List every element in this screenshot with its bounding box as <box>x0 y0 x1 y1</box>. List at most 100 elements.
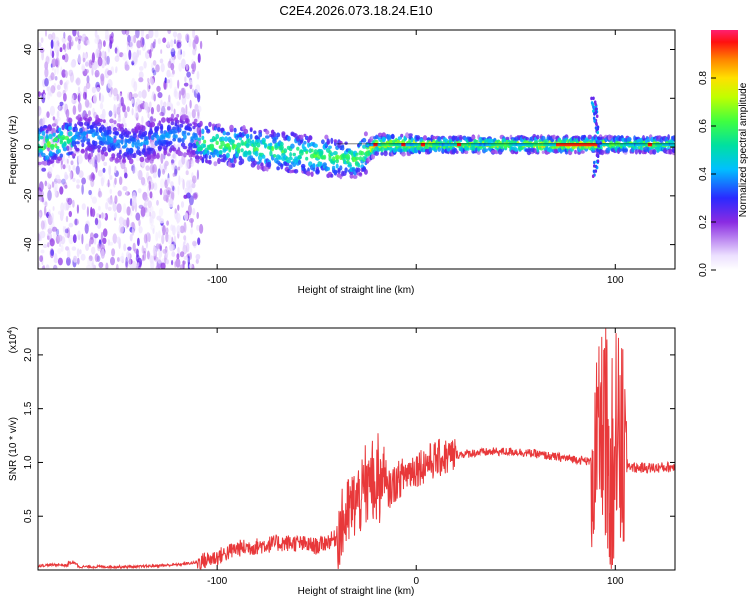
heatmap-cell <box>49 238 55 247</box>
heatmap-cell <box>68 165 71 172</box>
heatmap-cell <box>195 258 199 264</box>
heatmap-cell <box>91 208 96 218</box>
heatmap-cell <box>41 152 46 158</box>
heatmap-cell <box>57 104 63 111</box>
heatmap-cell <box>143 233 148 244</box>
heatmap-cell <box>122 186 128 191</box>
heatmap-cell <box>151 210 156 219</box>
heatmap-cell <box>99 92 101 102</box>
heatmap-cell <box>191 178 196 184</box>
snr-x-axis-label: Height of straight line (km) <box>298 586 415 597</box>
heatmap-cell <box>196 70 200 80</box>
heatmap-cell <box>634 149 639 155</box>
heatmap-cell <box>610 143 613 147</box>
heatmap-cell <box>64 174 69 180</box>
heatmap-cell <box>362 144 367 149</box>
heatmap-cell <box>63 82 67 90</box>
heatmap-cell <box>191 182 196 189</box>
heatmap-cell <box>132 133 137 139</box>
heatmap-cell <box>381 136 386 143</box>
heatmap-cell <box>621 143 624 147</box>
heatmap-cell <box>671 143 674 147</box>
heatmap-cell <box>44 180 48 187</box>
heatmap-cell <box>183 152 187 158</box>
heatmap-cell <box>215 149 219 154</box>
heatmap-cell <box>201 157 205 164</box>
heatmap-cell <box>62 147 67 152</box>
heatmap-cell <box>254 150 259 157</box>
heatmap-cell <box>297 155 302 160</box>
heatmap-cell <box>148 101 152 109</box>
heatmap-cell <box>430 143 433 147</box>
heatmap-cell <box>571 143 574 147</box>
heatmap-cell <box>185 242 190 253</box>
heatmap-cell <box>186 132 191 136</box>
heatmap-cell <box>136 40 142 49</box>
heatmap-cell <box>74 218 78 226</box>
heatmap-cell <box>38 209 43 218</box>
heatmap-cell <box>114 55 120 62</box>
heatmap-cell <box>58 149 61 153</box>
heatmap-cell <box>141 89 147 99</box>
heatmap-cell <box>347 162 352 167</box>
heatmap-cell <box>103 122 109 127</box>
heatmap-cell <box>349 173 354 179</box>
heatmap-cell <box>49 105 56 116</box>
heatmap-cell <box>227 146 232 151</box>
heatmap-cell <box>537 143 540 147</box>
heatmap-cell <box>116 158 121 163</box>
heatmap-cell <box>189 218 194 223</box>
heatmap-cell <box>107 206 112 211</box>
heatmap-cell <box>497 143 500 147</box>
heatmap-cell <box>67 35 72 42</box>
heatmap-cell <box>181 155 186 165</box>
heatmap-cell <box>373 143 376 147</box>
heatmap-cell <box>41 197 45 203</box>
heatmap-cell <box>151 166 156 174</box>
heatmap-cell <box>496 143 498 147</box>
heatmap-cell <box>172 185 175 192</box>
heatmap-cell <box>426 143 429 147</box>
heatmap-cell <box>112 126 118 132</box>
heatmap-cell <box>137 169 143 181</box>
heatmap-cell <box>179 123 184 128</box>
heatmap-cell <box>192 30 196 39</box>
heatmap-cell <box>93 233 99 239</box>
heatmap-cell <box>310 148 314 153</box>
heatmap-cell <box>80 253 86 261</box>
heatmap-cell <box>163 189 169 200</box>
heatmap-cell <box>135 112 139 121</box>
heatmap-cell <box>85 61 89 67</box>
heatmap-cell <box>183 82 189 87</box>
heatmap-cell <box>163 101 167 108</box>
heatmap-cell <box>475 139 479 144</box>
heatmap-cell <box>91 129 96 133</box>
heatmap-cell <box>333 169 338 174</box>
heatmap-cell <box>267 161 272 168</box>
heatmap-cell <box>91 246 96 255</box>
heatmap-cell <box>450 143 452 147</box>
heatmap-cell <box>140 141 144 146</box>
heatmap-cell <box>471 143 473 147</box>
heatmap-cell <box>184 76 187 83</box>
heatmap-cell <box>376 143 378 147</box>
heatmap-cell <box>125 190 128 196</box>
heatmap-cell <box>171 244 175 252</box>
heatmap-cell <box>120 161 126 170</box>
heatmap-cell <box>380 147 384 153</box>
heatmap-cell <box>518 143 521 147</box>
heatmap-cell <box>191 150 197 156</box>
heatmap-cell <box>646 143 649 147</box>
heatmap-cell <box>170 121 175 126</box>
heatmap-cell <box>93 144 98 150</box>
heatmap-cell <box>489 143 491 147</box>
heatmap-cell <box>166 187 172 195</box>
heatmap-cell <box>187 204 192 216</box>
heatmap-cell <box>354 156 360 161</box>
heatmap-cell <box>539 143 541 147</box>
heatmap-cell <box>115 263 119 269</box>
heatmap-cell <box>132 166 137 174</box>
heatmap-cell <box>82 57 86 63</box>
heatmap-cell <box>272 131 277 138</box>
